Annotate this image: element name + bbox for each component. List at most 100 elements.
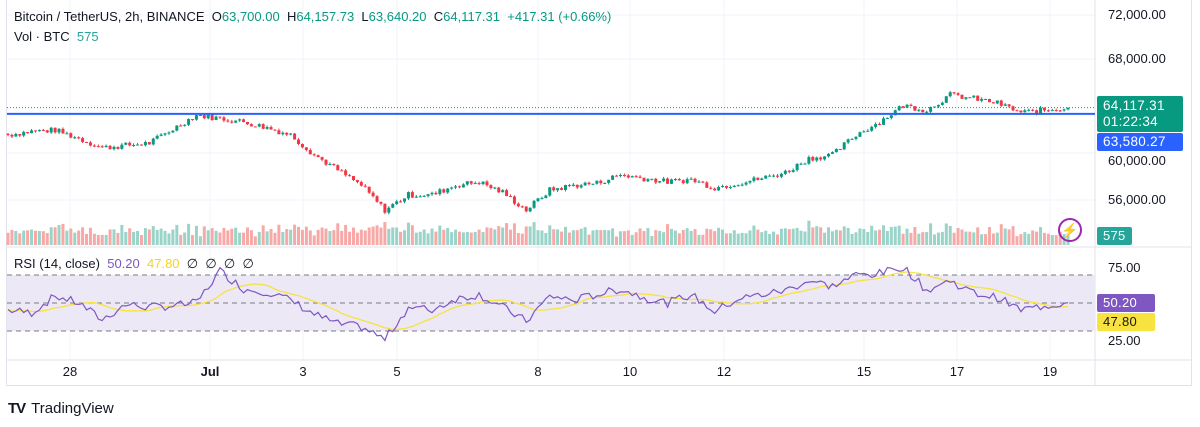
volume-bar xyxy=(320,227,324,245)
volume-bar xyxy=(41,231,45,245)
candle-body xyxy=(69,133,73,138)
volume-bar xyxy=(375,225,379,245)
volume-bar xyxy=(277,224,281,245)
volume-bar xyxy=(1027,233,1031,245)
price-tick: 56,000.00 xyxy=(1108,192,1166,207)
candle-body xyxy=(717,186,721,191)
candle-body xyxy=(897,106,901,111)
candle-body xyxy=(854,136,858,139)
volume-bar xyxy=(681,229,685,245)
candle-body xyxy=(913,106,917,111)
volume-bar xyxy=(128,228,132,245)
candle-body xyxy=(881,118,885,125)
volume-bar xyxy=(481,232,485,245)
volume-bar xyxy=(536,230,540,245)
close-label: C xyxy=(433,9,444,24)
volume-bar xyxy=(611,228,615,245)
volume-bar xyxy=(485,227,489,245)
candle-body xyxy=(807,157,811,164)
volume-bar xyxy=(230,228,234,245)
price-tick: 72,000.00 xyxy=(1108,7,1166,22)
candle-body xyxy=(371,192,375,197)
volume-bar xyxy=(454,229,458,245)
candle-body xyxy=(426,194,430,196)
volume-bar xyxy=(881,225,885,245)
candle-body xyxy=(756,177,760,180)
candle-body xyxy=(245,121,249,125)
lightning-icon[interactable]: ⚡ xyxy=(1058,218,1082,242)
candle-body xyxy=(827,153,831,157)
candle-body xyxy=(622,175,626,177)
volume-bar xyxy=(540,230,544,245)
time-label: 3 xyxy=(299,364,307,379)
candle-body xyxy=(359,182,363,186)
volume-bar xyxy=(198,236,202,245)
volume-bar xyxy=(940,231,944,245)
candle-body xyxy=(399,201,403,203)
candle-body xyxy=(736,185,740,187)
candle-body xyxy=(744,182,748,185)
candle-body xyxy=(61,128,65,134)
candle-body xyxy=(363,185,367,187)
volume-bar xyxy=(147,229,151,245)
candle-body xyxy=(1019,110,1023,113)
candle-body xyxy=(532,200,536,208)
volume-bar xyxy=(406,222,410,245)
horizontal-line-tag[interactable]: 63,580.27 xyxy=(1097,133,1183,151)
volume-bar xyxy=(426,233,430,245)
candle-body xyxy=(536,198,540,201)
rsi-label[interactable]: RSI (14, close) xyxy=(14,256,100,271)
candle-body xyxy=(987,99,991,103)
candle-body xyxy=(446,188,450,193)
volume-bar xyxy=(438,225,442,245)
candle-body xyxy=(132,145,136,147)
candle-body xyxy=(1046,110,1050,112)
volume-bar xyxy=(214,230,218,245)
volume-bar xyxy=(846,227,850,245)
volume-bar xyxy=(638,228,642,245)
candle-body xyxy=(732,185,736,188)
volume-bar xyxy=(391,227,395,245)
candle-body xyxy=(611,175,615,180)
symbol-title[interactable]: Bitcoin / TetherUS, 2h, BINANCE xyxy=(14,9,205,24)
last-price-tag: 64,117.31 01:22:34 xyxy=(1097,96,1183,132)
volume-bar xyxy=(607,230,611,245)
volume-bar xyxy=(803,231,807,245)
candle-body xyxy=(567,185,571,187)
candle-body xyxy=(740,184,744,186)
candle-body xyxy=(787,170,791,172)
volume-bar xyxy=(1031,230,1035,245)
time-label: 8 xyxy=(534,364,542,379)
volume-bar xyxy=(324,228,328,245)
price-tick: 68,000.00 xyxy=(1108,51,1166,66)
candle-body xyxy=(183,124,187,126)
candle-body xyxy=(143,142,147,146)
candle-body xyxy=(234,120,238,123)
volume-bar xyxy=(995,232,999,245)
volume-bar xyxy=(512,223,516,245)
candle-body xyxy=(752,177,756,181)
volume-bar xyxy=(1023,232,1027,245)
candle-body xyxy=(677,179,681,181)
candle-body xyxy=(701,181,705,183)
volume-bar xyxy=(976,227,980,245)
volume-label[interactable]: Vol · BTC xyxy=(14,29,70,44)
candle-body xyxy=(57,128,61,133)
candle-body xyxy=(450,187,454,189)
volume-bar xyxy=(253,236,257,245)
candle-body xyxy=(528,207,532,212)
candle-body xyxy=(728,187,732,189)
candle-body xyxy=(842,142,846,150)
volume-bar xyxy=(497,226,501,245)
candle-body xyxy=(151,138,155,145)
candle-body xyxy=(497,187,501,193)
candle-body xyxy=(77,137,81,139)
volume-bar xyxy=(261,225,265,245)
volume-bar xyxy=(81,227,85,245)
volume-bar xyxy=(249,230,253,245)
candle-body xyxy=(14,134,18,137)
candle-body xyxy=(603,182,607,184)
volume-bar xyxy=(104,234,108,245)
tradingview-logo[interactable]: TV TradingView xyxy=(8,400,114,417)
